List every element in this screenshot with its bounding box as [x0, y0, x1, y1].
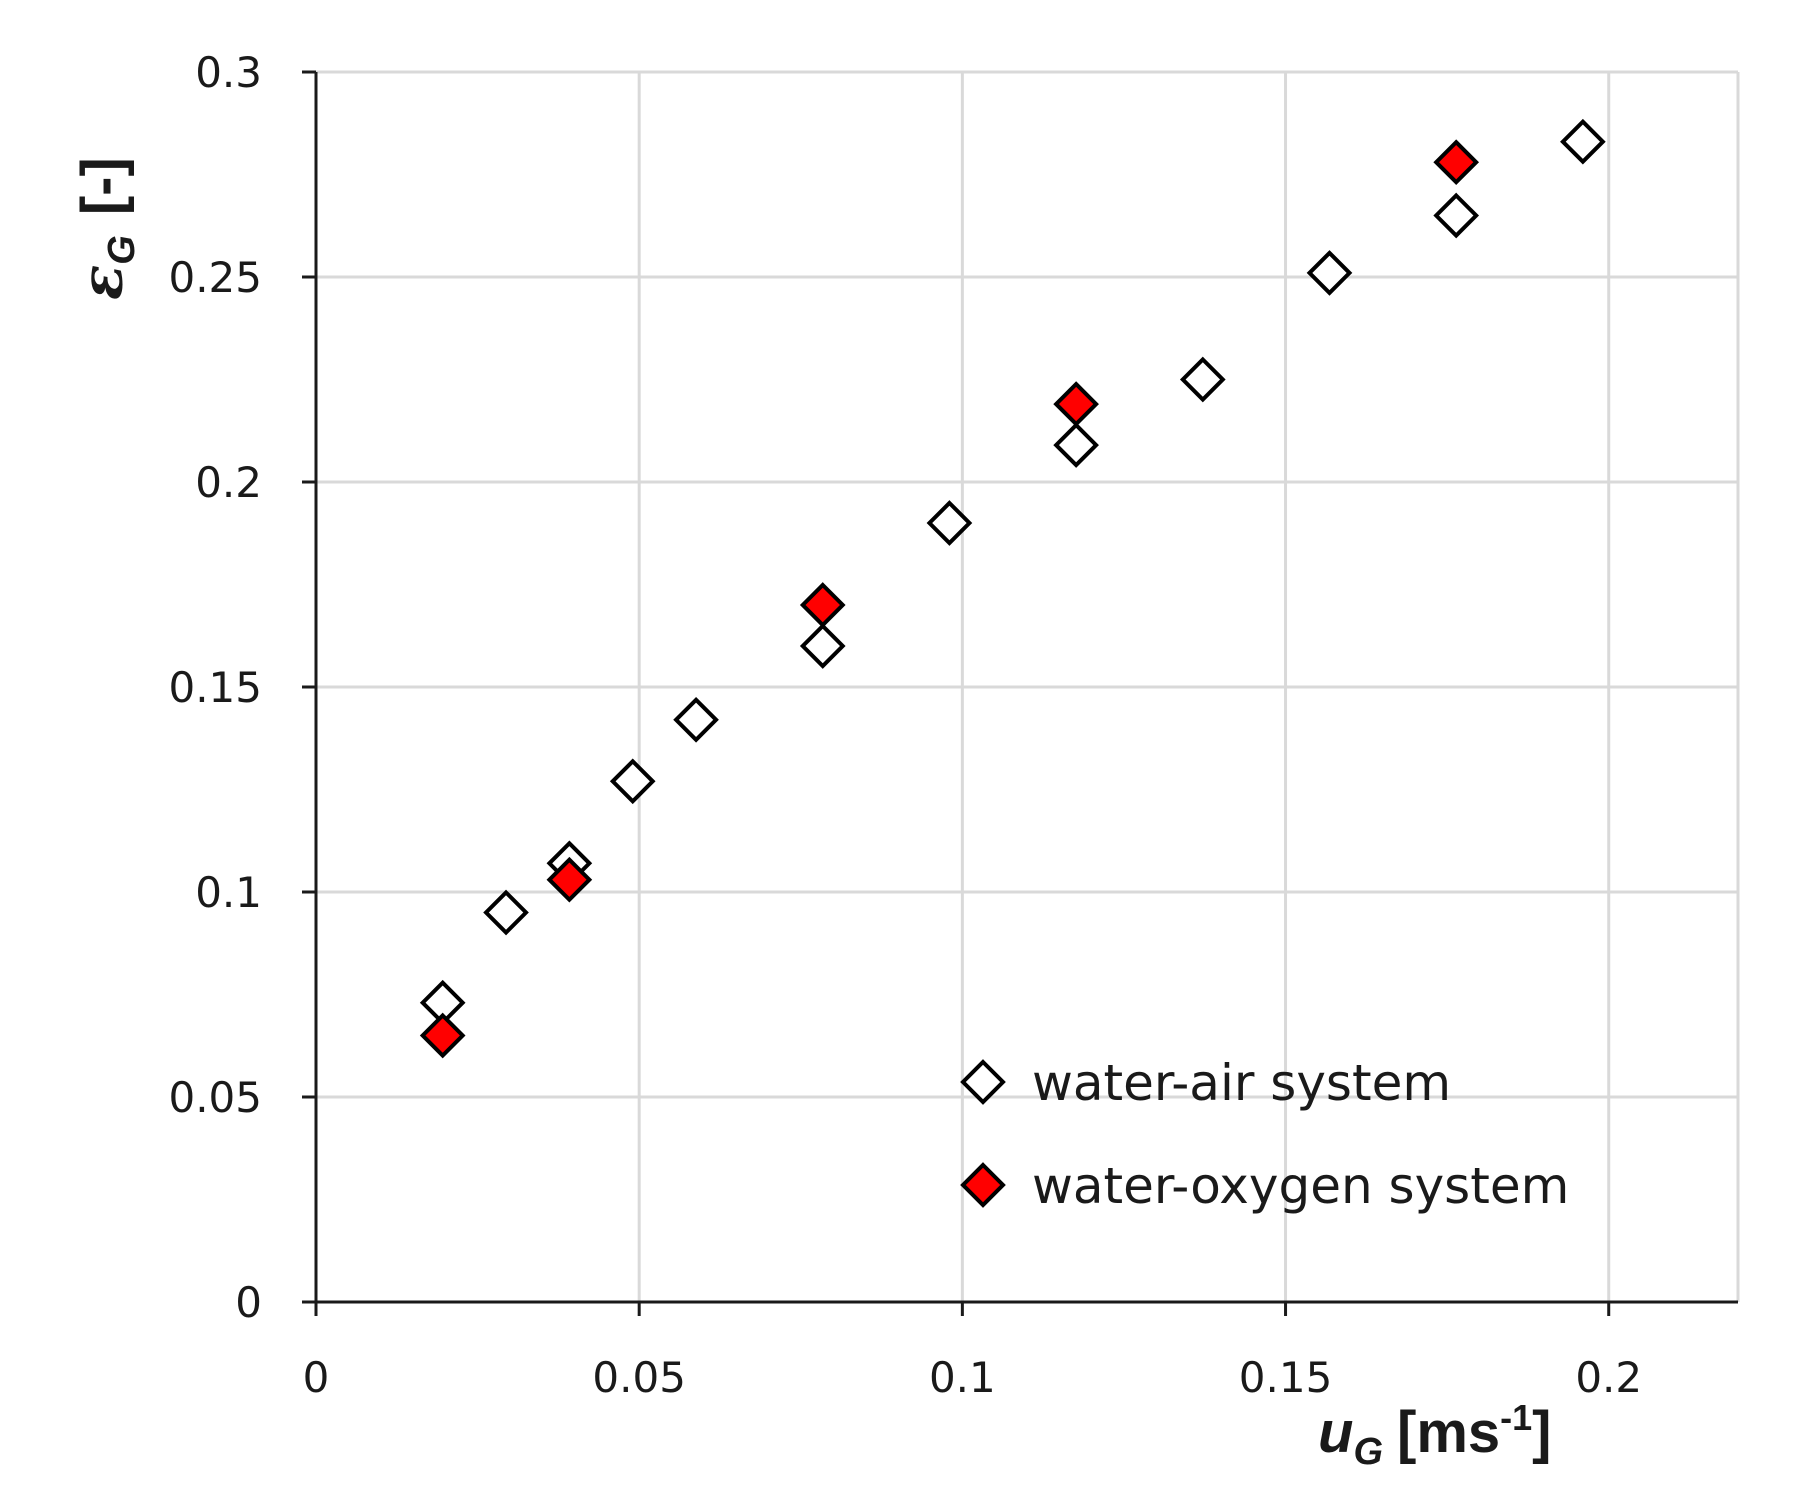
- x-axis-title: uG [ms-1]: [1318, 1397, 1552, 1473]
- data-point-water-air: [1306, 250, 1353, 296]
- data-point-water-oxygen: [1053, 381, 1099, 427]
- x-axis-symbol: u: [1318, 1400, 1353, 1465]
- legend-entry: water-air system: [960, 1054, 1451, 1112]
- data-point-water-air: [926, 500, 973, 546]
- legend-label: water-oxygen system: [1032, 1157, 1569, 1215]
- y-tick-label: 0.15: [168, 663, 262, 712]
- y-tick-label: 0.25: [168, 253, 262, 302]
- x-axis-unit: [ms: [1397, 1400, 1500, 1465]
- legend-label: water-air system: [1032, 1054, 1451, 1112]
- data-point-water-oxygen: [546, 856, 593, 903]
- data-point-water-air: [1053, 422, 1099, 468]
- y-tick-label: 0.05: [168, 1073, 262, 1122]
- legend-entry: water-oxygen system: [960, 1157, 1569, 1215]
- y-axis-unit: [-]: [70, 157, 135, 215]
- data-point-water-air: [1433, 192, 1480, 239]
- data-point-water-air: [1179, 356, 1226, 403]
- y-tick-label: 0.1: [195, 868, 262, 917]
- x-axis-unit-exponent: -1: [1500, 1397, 1532, 1438]
- legend-marker-water-oxygen: [960, 1162, 1006, 1208]
- data-point-water-oxygen: [799, 582, 846, 628]
- x-axis-subscript: G: [1353, 1431, 1383, 1473]
- x-tick-label: 0.2: [1575, 1353, 1642, 1402]
- data-point-water-oxygen: [1433, 139, 1480, 186]
- data-point-water-oxygen: [419, 1012, 466, 1059]
- data-point-water-air: [609, 758, 656, 805]
- x-tick-label: 0.05: [592, 1353, 686, 1402]
- data-point-water-air: [673, 696, 719, 743]
- y-axis-title: εG [-]: [68, 157, 143, 300]
- x-tick-label: 0.15: [1239, 1353, 1333, 1402]
- y-tick-label: 0.3: [195, 48, 262, 97]
- data-point-water-air: [799, 623, 846, 669]
- x-tick-label: 0.1: [929, 1353, 996, 1402]
- legend-marker-water-air: [960, 1059, 1006, 1105]
- gridlines: [316, 70, 1740, 1302]
- axes: [302, 70, 1738, 1316]
- tick-labels: 0 0.05 0.1 0.15 0.2 0.25 0.3 0 0.05 0.1 0.15 0.2: [168, 48, 1642, 1402]
- y-axis-subscript: G: [101, 235, 143, 265]
- y-axis-symbol: ε: [68, 265, 136, 300]
- y-tick-label: 0.2: [195, 458, 262, 507]
- x-axis-unit-suffix: ]: [1532, 1400, 1551, 1465]
- x-tick-label: 0: [303, 1353, 330, 1402]
- y-tick-label: 0: [235, 1278, 262, 1327]
- data-points: [419, 118, 1606, 1059]
- data-point-water-air: [483, 889, 529, 936]
- data-point-water-air: [1560, 118, 1606, 165]
- legend: water-air system water-oxygen system: [960, 1054, 1569, 1215]
